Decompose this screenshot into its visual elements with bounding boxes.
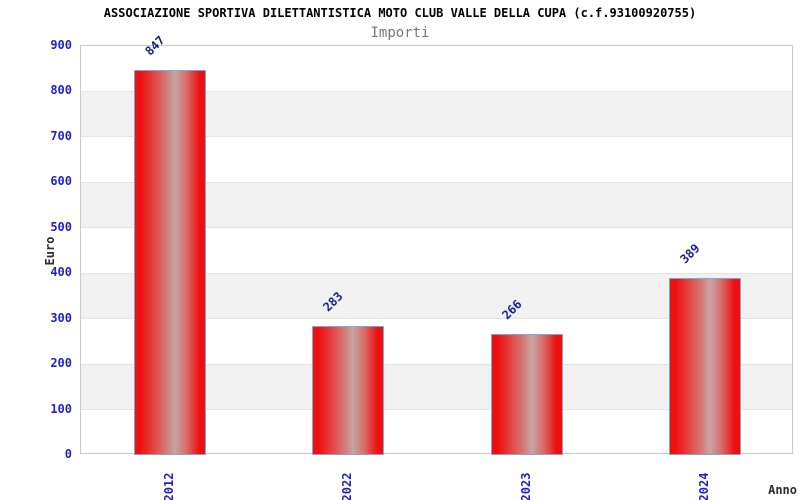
x-tick-label-2023: 2023 [518, 472, 533, 500]
chart-title: ASSOCIAZIONE SPORTIVA DILETTANTISTICA MO… [103, 6, 697, 20]
y-tick-label: 100 [50, 401, 72, 416]
chart-subtitle: Importi [370, 25, 430, 41]
y-tick-label: 800 [50, 83, 72, 98]
x-axis-label: Anno [768, 483, 797, 497]
y-tick-label: 700 [50, 128, 72, 143]
y-tick-label: 400 [50, 265, 72, 280]
y-tick-label: 900 [50, 38, 72, 52]
bar-2023 [490, 334, 563, 455]
bar-2012 [134, 70, 207, 455]
y-tick-label: 600 [50, 174, 72, 189]
plot-area [80, 45, 793, 455]
y-tick-label: 200 [50, 356, 72, 371]
bar-2022 [312, 326, 385, 455]
x-tick-label-2012: 2012 [162, 472, 177, 500]
y-tick-label: 300 [50, 310, 72, 325]
x-tick-label-2024: 2024 [696, 472, 711, 500]
bar-2024 [668, 278, 741, 455]
y-tick-label: 0 [64, 447, 72, 461]
x-tick-label-2022: 2022 [340, 472, 355, 500]
y-tick-label: 500 [50, 219, 72, 234]
